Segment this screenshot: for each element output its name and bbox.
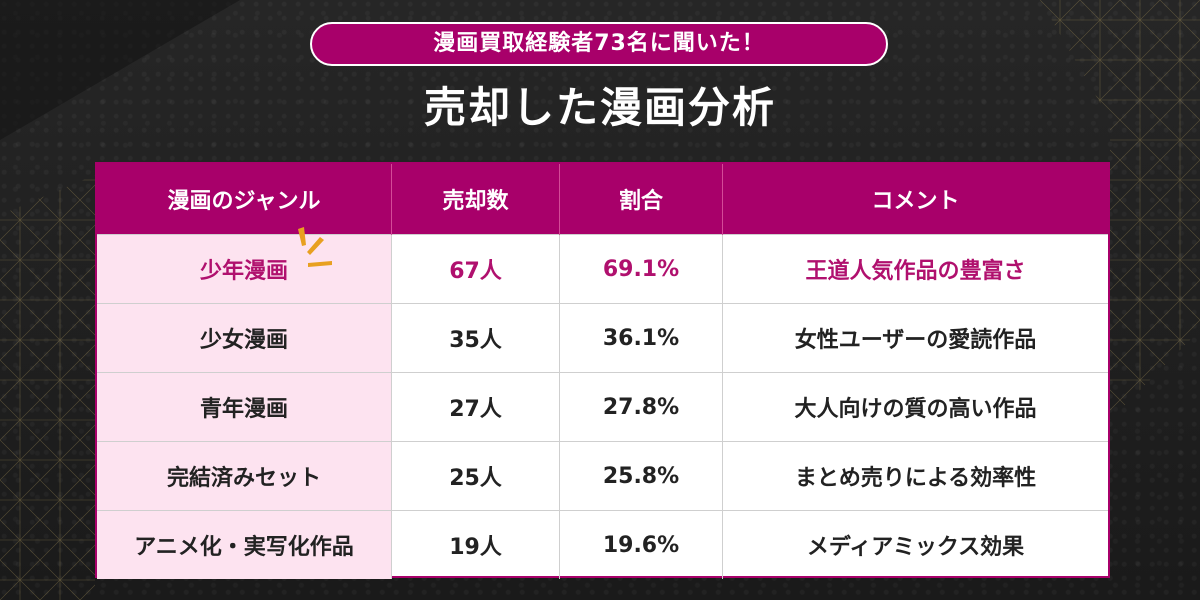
subtitle-banner: 漫画買取経験者73名に聞いた！ <box>310 22 888 66</box>
comment-cell: まとめ売りによる効率性 <box>722 441 1108 511</box>
sparkle-icon <box>298 227 332 267</box>
comment-cell: 大人向けの質の高い作品 <box>722 372 1108 442</box>
table-row: 少年漫画 67人 69.1% 王道人気作品の豊富さ <box>97 227 1108 304</box>
genre-cell: 少女漫画 <box>97 303 392 373</box>
analysis-table: 漫画のジャンル 売却数 割合 コメント 少年漫画 <box>95 162 1110 579</box>
header-comment: コメント <box>722 164 1108 235</box>
count-cell: 35人 <box>391 303 560 373</box>
count-cell: 27人 <box>391 372 560 442</box>
header-ratio: 割合 <box>559 164 723 235</box>
genre-cell: 青年漫画 <box>97 372 392 442</box>
table-row: アニメ化・実写化作品 19人 19.6% メディアミックス効果 <box>97 510 1108 579</box>
ratio-cell: 69.1% <box>559 234 723 304</box>
right-pattern-panel <box>1040 0 1200 420</box>
left-pattern-panel <box>0 175 95 600</box>
table-row: 完結済みセット 25人 25.8% まとめ売りによる効率性 <box>97 441 1108 511</box>
ratio-cell: 25.8% <box>559 441 723 511</box>
ratio-cell: 19.6% <box>559 510 723 579</box>
comment-cell: 女性ユーザーの愛読作品 <box>722 303 1108 373</box>
table-row: 青年漫画 27人 27.8% 大人向けの質の高い作品 <box>97 372 1108 442</box>
genre-cell: 少年漫画 <box>97 227 392 304</box>
ratio-cell: 27.8% <box>559 372 723 442</box>
table-row: 少女漫画 35人 36.1% 女性ユーザーの愛読作品 <box>97 303 1108 373</box>
count-cell: 67人 <box>391 234 560 304</box>
header-count: 売却数 <box>391 164 560 235</box>
ratio-cell: 36.1% <box>559 303 723 373</box>
comment-cell: メディアミックス効果 <box>722 510 1108 579</box>
count-cell: 25人 <box>391 441 560 511</box>
header-genre: 漫画のジャンル <box>97 164 392 235</box>
genre-cell: アニメ化・実写化作品 <box>97 510 392 579</box>
page-title: 売却した漫画分析 <box>423 83 776 132</box>
count-cell: 19人 <box>391 510 560 579</box>
genre-label: 少年漫画 <box>199 259 288 284</box>
table-header-row: 漫画のジャンル 売却数 割合 コメント <box>97 164 1108 235</box>
genre-cell: 完結済みセット <box>97 441 392 511</box>
comment-cell: 王道人気作品の豊富さ <box>722 234 1108 304</box>
